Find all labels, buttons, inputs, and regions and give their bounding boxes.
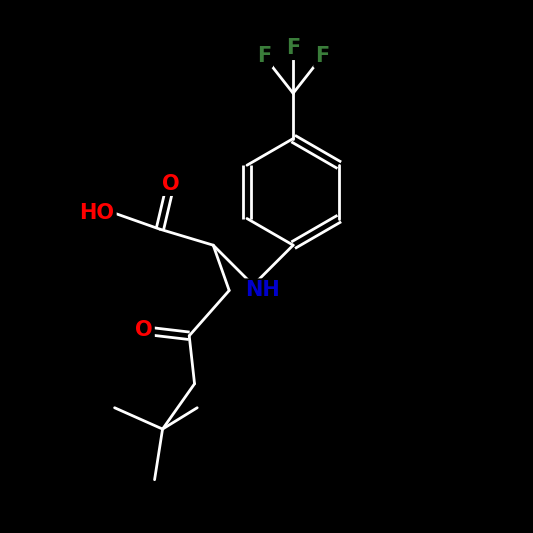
Text: O: O	[135, 320, 153, 341]
Text: F: F	[286, 38, 300, 58]
Text: HO: HO	[79, 203, 115, 223]
Text: O: O	[161, 174, 180, 194]
Text: F: F	[257, 46, 271, 66]
Text: F: F	[316, 46, 329, 66]
Text: NH: NH	[245, 280, 280, 301]
